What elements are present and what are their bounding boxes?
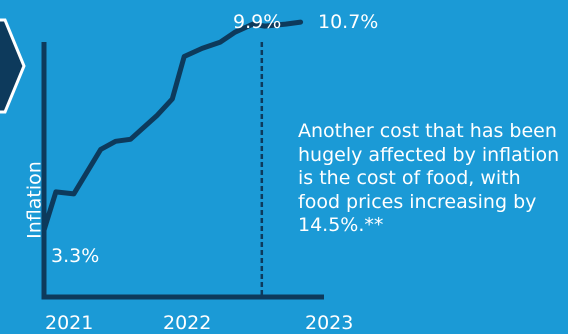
chevron-right-icon <box>0 18 26 114</box>
series-line-0 <box>41 19 304 233</box>
x-tick-label-2021: 2021 <box>45 312 94 334</box>
annotation-end: 10.7% <box>318 11 379 33</box>
x-tick-label-2022: 2022 <box>163 312 212 334</box>
arrow-badge <box>0 18 26 114</box>
annotation-marker: 9.9% <box>233 11 282 33</box>
description-text: Another cost that has been hugely affect… <box>298 120 560 236</box>
annotation-start: 3.3% <box>51 245 100 267</box>
y-axis-label: Inflation <box>23 161 46 239</box>
x-tick-label-2023: 2023 <box>305 312 354 334</box>
